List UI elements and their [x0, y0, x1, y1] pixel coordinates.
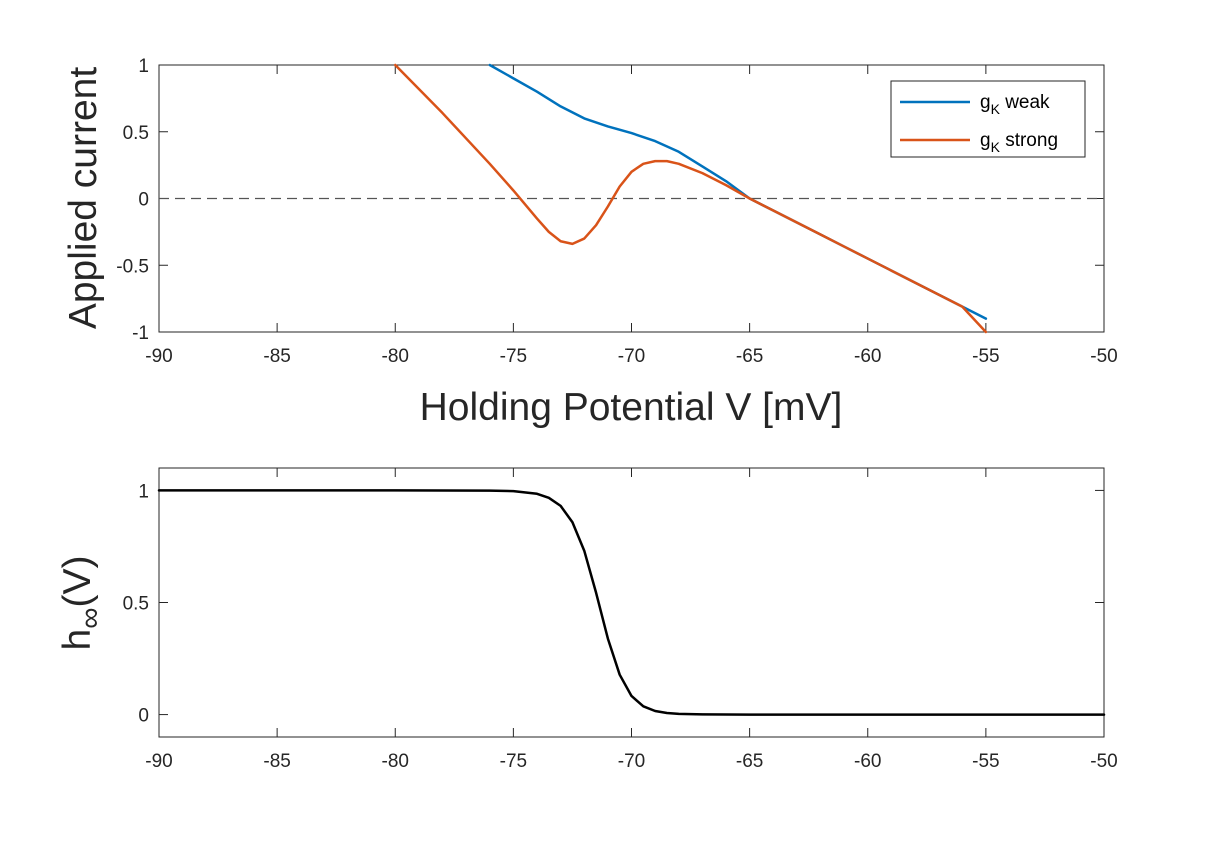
top-plot-xlabel: Holding Potential V [mV] — [420, 386, 843, 429]
legend-box — [890, 80, 1086, 158]
bottom-plot-xtick-label: -85 — [263, 751, 290, 772]
top-plot-xtick-label: -50 — [1090, 346, 1117, 367]
top-plot-xtick-label: -70 — [618, 346, 645, 367]
top-plot: -90 -85 -80 -75 -70 -65 -60 -55 -50 -1 -0.5 0 0.5 1 H… — [62, 56, 1118, 429]
top-plot-xtick-label: -60 — [854, 346, 881, 367]
top-plot-xtick-label: -90 — [145, 346, 172, 367]
top-plot-ticks: -90 -85 -80 -75 -70 -65 -60 -55 -50 -1 -0.5 0 0.5 1 — [116, 56, 1117, 367]
bottom-plot-xtick-label: -80 — [382, 751, 409, 772]
top-plot-ylabel: Applied current — [62, 67, 105, 329]
bottom-plot-xtick-label: -75 — [500, 751, 527, 772]
bottom-plot: -90 -85 -80 -75 -70 -65 -60 -55 -50 0 0.5 1 h∞(V) — [56, 467, 1118, 772]
top-plot-xtick-label: -65 — [736, 346, 763, 367]
bottom-plot-xtick-label: -70 — [618, 751, 645, 772]
top-plot-ytick-label: 1 — [138, 56, 149, 77]
top-plot-ytick-label: -0.5 — [116, 256, 149, 277]
bottom-plot-series-line-0 — [157, 489, 1106, 716]
top-plot-ytick-label: 0.5 — [123, 123, 149, 144]
top-plot-series — [394, 63, 988, 334]
top-plot-xtick-label: -85 — [263, 346, 290, 367]
top-plot-ytick-label: 0 — [138, 190, 149, 211]
top-plot-xtick-label: -55 — [972, 346, 999, 367]
bottom-plot-axes-box — [158, 467, 1105, 738]
bottom-plot-xtick-label: -65 — [736, 751, 763, 772]
top-plot-series-line-1 — [394, 63, 988, 334]
bottom-plot-ytick-label: 1 — [138, 481, 149, 502]
top-plot-xtick-label: -75 — [500, 346, 527, 367]
legend: gK weak gK strong — [890, 80, 1086, 158]
top-plot-ytick-label: -1 — [132, 323, 149, 344]
bottom-plot-xtick-label: -60 — [854, 751, 881, 772]
bottom-plot-series — [157, 489, 1106, 716]
bottom-plot-xtick-label: -50 — [1090, 751, 1117, 772]
bottom-plot-xtick-label: -90 — [145, 751, 172, 772]
bottom-plot-ytick-label: 0 — [138, 706, 149, 727]
bottom-plot-xtick-label: -55 — [972, 751, 999, 772]
top-plot-xtick-label: -80 — [382, 346, 409, 367]
legend-label-gk-strong: gK strong — [980, 130, 1058, 155]
legend-label-gk-weak: gK weak — [980, 92, 1050, 117]
bottom-plot-ytick-label: 0.5 — [123, 594, 149, 615]
bottom-plot-ylabel: h∞(V) — [56, 555, 107, 650]
